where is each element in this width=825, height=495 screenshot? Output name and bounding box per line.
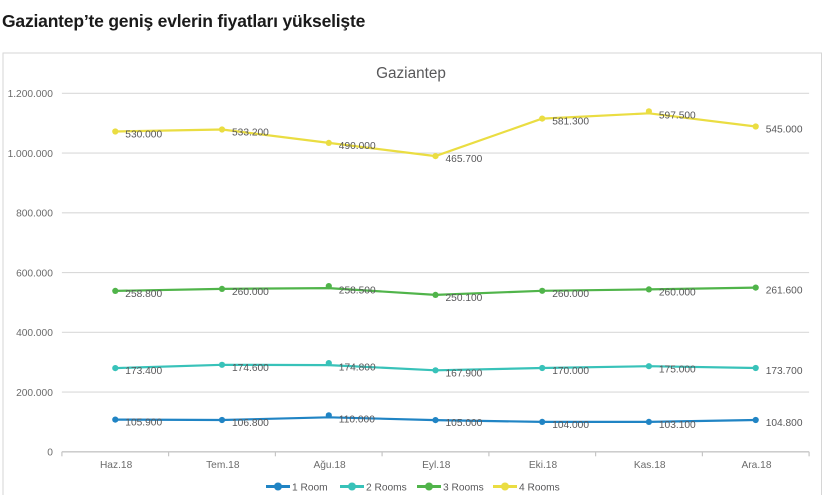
svg-text:Haz.18: Haz.18 bbox=[100, 460, 133, 471]
svg-text:103.100: 103.100 bbox=[659, 420, 696, 431]
svg-text:597.500: 597.500 bbox=[659, 111, 696, 122]
svg-text:104.000: 104.000 bbox=[552, 420, 589, 431]
svg-text:175.000: 175.000 bbox=[659, 364, 696, 375]
svg-text:167.900: 167.900 bbox=[446, 368, 483, 379]
svg-text:Eyl.18: Eyl.18 bbox=[422, 460, 451, 471]
svg-text:174.800: 174.800 bbox=[339, 362, 376, 373]
svg-text:1.200.000: 1.200.000 bbox=[8, 89, 54, 100]
svg-text:490.000: 490.000 bbox=[339, 141, 376, 152]
svg-text:Eki.18: Eki.18 bbox=[529, 460, 558, 471]
svg-text:3 Rooms: 3 Rooms bbox=[443, 483, 484, 494]
svg-text:465.700: 465.700 bbox=[446, 154, 483, 165]
svg-text:2 Rooms: 2 Rooms bbox=[366, 483, 407, 494]
svg-text:1.000.000: 1.000.000 bbox=[8, 149, 54, 160]
svg-text:800.000: 800.000 bbox=[16, 209, 53, 220]
svg-text:260.000: 260.000 bbox=[659, 288, 696, 299]
svg-text:Gaziantep: Gaziantep bbox=[376, 65, 446, 82]
svg-text:530.000: 530.000 bbox=[125, 130, 162, 141]
svg-text:200.000: 200.000 bbox=[16, 388, 53, 399]
svg-text:260.000: 260.000 bbox=[552, 289, 589, 300]
svg-text:1 Room: 1 Room bbox=[292, 483, 328, 494]
svg-text:Ağu.18: Ağu.18 bbox=[313, 460, 346, 471]
svg-text:258.800: 258.800 bbox=[125, 289, 162, 300]
svg-text:581.300: 581.300 bbox=[552, 117, 589, 128]
svg-text:106.800: 106.800 bbox=[232, 418, 269, 429]
svg-text:Ara.18: Ara.18 bbox=[741, 460, 771, 471]
svg-text:105.900: 105.900 bbox=[125, 418, 162, 429]
svg-text:261.600: 261.600 bbox=[766, 286, 803, 297]
svg-text:600.000: 600.000 bbox=[16, 268, 53, 279]
svg-text:Kas.18: Kas.18 bbox=[634, 460, 666, 471]
svg-text:533.200: 533.200 bbox=[232, 128, 269, 139]
svg-text:545.000: 545.000 bbox=[766, 125, 803, 136]
svg-text:Tem.18: Tem.18 bbox=[206, 460, 240, 471]
svg-text:258.500: 258.500 bbox=[339, 285, 376, 296]
svg-text:260.000: 260.000 bbox=[232, 287, 269, 298]
svg-text:170.000: 170.000 bbox=[552, 366, 589, 377]
svg-text:250.100: 250.100 bbox=[446, 293, 483, 304]
svg-text:0: 0 bbox=[47, 448, 53, 459]
svg-text:110.000: 110.000 bbox=[339, 415, 375, 426]
svg-text:173.400: 173.400 bbox=[125, 366, 162, 377]
svg-text:174.600: 174.600 bbox=[232, 363, 269, 374]
svg-text:400.000: 400.000 bbox=[16, 328, 53, 339]
svg-text:173.700: 173.700 bbox=[766, 366, 803, 377]
svg-text:105.000: 105.000 bbox=[446, 418, 483, 429]
svg-text:4 Rooms: 4 Rooms bbox=[519, 483, 560, 494]
svg-text:Gaziantep’te geniş evlerin fiy: Gaziantep’te geniş evlerin fiyatları yük… bbox=[2, 11, 366, 31]
svg-text:104.800: 104.800 bbox=[766, 418, 803, 429]
